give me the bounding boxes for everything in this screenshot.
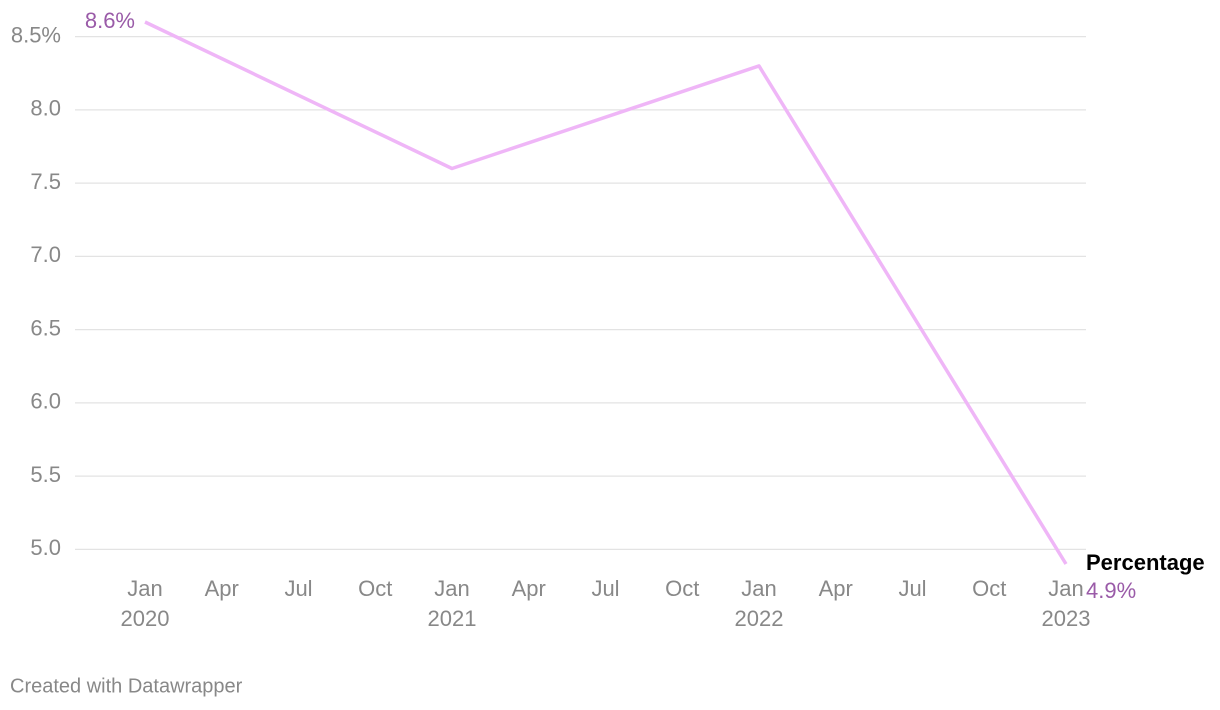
x-tick-year: 2022 — [735, 606, 784, 631]
x-tick-year: 2020 — [121, 606, 170, 631]
x-tick-label: Jul — [898, 576, 926, 601]
x-tick-label: Jul — [591, 576, 619, 601]
footer: Created with Datawrapper — [10, 675, 243, 697]
y-tick-label: 5.0 — [30, 535, 61, 560]
x-tick-label: Apr — [819, 576, 853, 601]
value-label: 8.6% — [85, 8, 135, 33]
y-tick-label: 8.5% — [11, 22, 61, 47]
x-tick-label: Jan — [434, 576, 469, 601]
x-tick-year: 2023 — [1042, 606, 1091, 631]
value-label: 4.9% — [1086, 578, 1136, 603]
x-tick-label: Apr — [205, 576, 239, 601]
y-tick-label: 6.0 — [30, 389, 61, 414]
y-tick-label: 7.5 — [30, 169, 61, 194]
series-label: Percentage — [1086, 550, 1205, 575]
x-tick-label: Jul — [284, 576, 312, 601]
x-tick-label: Jan — [741, 576, 776, 601]
x-tick-label: Oct — [972, 576, 1006, 601]
line — [144, 20, 1068, 565]
y-tick-label: 7.0 — [30, 242, 61, 267]
x-tick-year: 2021 — [428, 606, 477, 631]
y-tick-label: 6.5 — [30, 315, 61, 340]
y-tick-label: 8.0 — [30, 96, 61, 121]
x-tick-label: Jan — [1048, 576, 1083, 601]
x-tick-label: Jan — [127, 576, 162, 601]
x-tick-label: Oct — [665, 576, 699, 601]
x-tick-label: Apr — [512, 576, 546, 601]
y-tick-label: 5.5 — [30, 462, 61, 487]
x-tick-label: Oct — [358, 576, 392, 601]
